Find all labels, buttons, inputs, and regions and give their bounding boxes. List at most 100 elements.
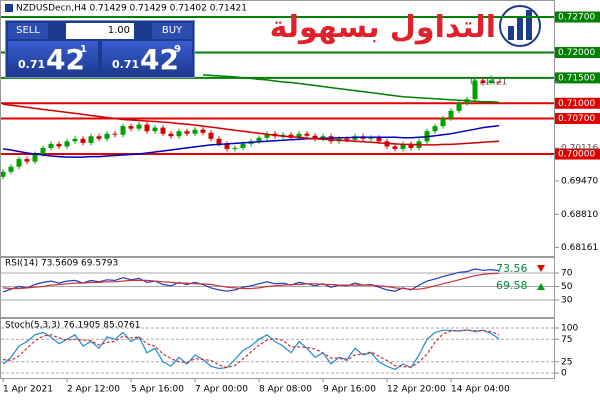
candle-body — [232, 147, 238, 149]
candle-body — [208, 132, 214, 139]
candle-body — [432, 126, 438, 132]
candle-body — [160, 127, 166, 134]
candle-body — [136, 124, 142, 129]
candle-body — [408, 143, 414, 148]
candle-body — [280, 134, 286, 137]
header-icon — [5, 4, 13, 12]
candle-body — [320, 136, 326, 139]
buy-price[interactable]: 0.71 42 9 — [102, 41, 192, 76]
rsi-frame — [0, 257, 555, 318]
candle-body — [480, 80, 486, 83]
candle-body — [296, 133, 302, 138]
level-tag — [555, 72, 600, 84]
candle-body — [488, 80, 494, 83]
level-label: 0.71500 — [558, 73, 595, 83]
candle-body — [304, 133, 310, 136]
sell-price[interactable]: 0.71 42 1 — [8, 41, 98, 76]
candle-body — [192, 129, 198, 134]
level-tag — [555, 148, 600, 160]
candle-body — [64, 141, 70, 147]
candle-body — [216, 138, 222, 144]
candle-body — [32, 154, 38, 162]
level-tag — [555, 113, 600, 125]
candle-body — [128, 126, 134, 129]
value-label: 69.58 — [496, 279, 528, 292]
price-prefix: 0.71 — [18, 58, 46, 71]
candle-body — [472, 80, 478, 100]
candle-body — [16, 159, 22, 167]
candle-body — [456, 103, 462, 111]
x-tick-label: 1 Apr 2021 — [3, 385, 53, 395]
x-tick-label: 5 Apr 16:00 — [131, 385, 184, 395]
lot-input[interactable]: 1.00 — [66, 23, 134, 39]
indicator-line — [2, 272, 500, 290]
candle-body — [120, 126, 126, 135]
y-tick-label: 0.68161 — [561, 243, 598, 253]
candle-body — [448, 110, 454, 119]
x-tick-label: 12 Apr 20:00 — [387, 385, 446, 395]
candle-body — [368, 137, 374, 139]
y-tick-label: 30 — [561, 296, 573, 306]
candle-body — [224, 143, 230, 149]
y-tick-label: 25 — [561, 357, 572, 367]
price-big: 42 — [46, 43, 85, 76]
candle-body — [176, 131, 182, 137]
candle-body — [264, 133, 270, 138]
price-sup: 9 — [174, 44, 181, 55]
price-prefix: 0.71 — [112, 58, 140, 71]
stoch-frame — [0, 318, 555, 379]
indicator-line — [2, 329, 500, 369]
indicator-line — [2, 268, 500, 293]
candle-body — [496, 81, 502, 83]
level-tag — [555, 47, 600, 59]
candle-body — [8, 166, 14, 172]
main-frame — [0, 0, 555, 257]
candle-body — [240, 143, 246, 148]
candle-body — [72, 138, 78, 142]
x-tick-label: 7 Apr 00:00 — [195, 385, 248, 395]
chart-header: NZDUSDecn,H4 0.71429 0.71429 0.71402 0.7… — [16, 4, 247, 14]
candle-body — [184, 131, 190, 134]
candle-body — [392, 146, 398, 149]
candle-body — [152, 127, 158, 132]
candle-body — [48, 143, 54, 148]
y-tick-label: 75 — [561, 335, 572, 345]
candle-body — [104, 133, 110, 139]
candle-body — [96, 136, 102, 139]
trade-panel: SELL 1.00 BUY 0.71 42 1 0.71 42 9 — [5, 20, 195, 78]
buy-button[interactable]: BUY — [152, 23, 192, 39]
y-tick-label: 70 — [561, 269, 573, 279]
candle-body — [24, 159, 30, 162]
y-tick-label: 0.69470 — [561, 176, 598, 186]
level-label: 0.70700 — [558, 114, 595, 124]
candle-body — [88, 136, 94, 143]
candle-body — [200, 129, 206, 133]
indicator-line — [2, 329, 500, 371]
value-label: 73.56 — [496, 262, 528, 275]
candle-body — [256, 137, 262, 142]
price-marker-label: 0.70116 — [561, 144, 598, 154]
sell-button[interactable]: SELL — [8, 23, 48, 39]
level-label: 0.70000 — [558, 150, 595, 160]
x-tick-label: 14 Apr 04:00 — [451, 385, 510, 395]
logo-text: التداول بسهولة — [269, 10, 496, 45]
candle-body — [440, 118, 446, 127]
candle-body — [376, 137, 382, 142]
level-label: 0.72700 — [558, 13, 595, 23]
level-tag — [555, 97, 600, 109]
indicator-title: RSI(14) 73.5609 69.5793 — [5, 258, 118, 268]
value-arrow — [537, 265, 545, 272]
y-tick-label: 100 — [561, 324, 578, 334]
candle-body — [80, 138, 86, 143]
moving-average — [202, 74, 500, 104]
x-tick-label: 2 Apr 12:00 — [67, 385, 120, 395]
indicator-title: Stoch(5,3,3) 76.1905 85.0761 — [5, 321, 140, 331]
candle-body — [144, 124, 150, 132]
x-tick-label: 8 Apr 08:00 — [259, 385, 312, 395]
y-tick-label: 0 — [561, 369, 567, 379]
y-tick-label: 50 — [561, 282, 573, 292]
candle-body — [312, 135, 318, 139]
candle-body — [168, 133, 174, 137]
price-sup: 1 — [80, 44, 87, 55]
